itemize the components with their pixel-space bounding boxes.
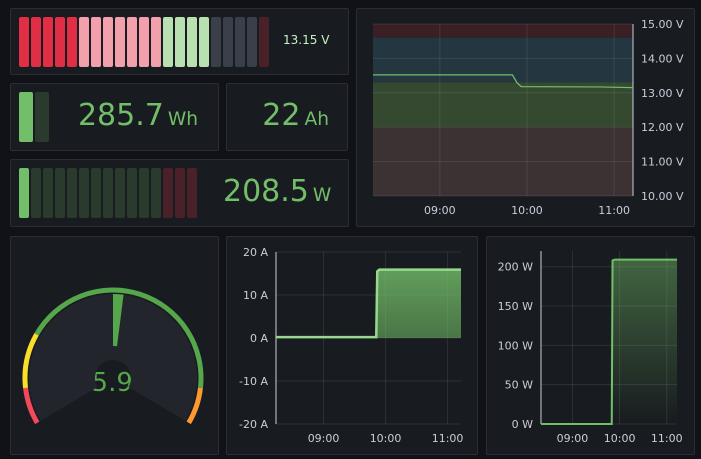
bar-cell	[259, 17, 269, 67]
x-tick-label: 11:00	[598, 204, 630, 217]
power-bargauge-panel: 208.5 W	[10, 159, 349, 227]
y-tick-label: 20 A	[243, 246, 268, 259]
bar-cell	[115, 168, 125, 218]
bar-cell	[223, 17, 233, 67]
threshold-band	[373, 82, 633, 128]
bar-cell	[115, 17, 125, 67]
series-line	[276, 268, 461, 339]
bar-cell	[151, 168, 161, 218]
y-tick-label: 50 W	[505, 379, 533, 392]
bar-cell	[43, 168, 53, 218]
x-tick-label: 10:00	[604, 432, 636, 445]
series-line	[541, 258, 677, 425]
x-tick-label: 11:00	[432, 432, 464, 445]
charge-panel: 22 Ah	[226, 83, 348, 151]
bar-cell	[127, 17, 137, 67]
bar-cell	[31, 168, 41, 218]
bar-cell	[187, 17, 197, 67]
bar-cell	[163, 17, 173, 67]
bar-cell	[67, 168, 77, 218]
bar-cell	[19, 17, 29, 67]
bar-cell	[175, 17, 185, 67]
bar-cell	[247, 17, 257, 67]
y-tick-label: 14.00 V	[641, 52, 684, 65]
bar-cell	[211, 17, 221, 67]
y-tick-label: 10 A	[243, 289, 268, 302]
energy-panel: 285.7 Wh	[10, 83, 219, 151]
y-tick-label: 200 W	[498, 261, 533, 274]
y-tick-label: 11.00 V	[641, 156, 684, 169]
bar-cell	[31, 17, 41, 67]
x-tick-label: 10:00	[511, 204, 543, 217]
y-tick-label: -20 A	[239, 418, 268, 431]
bar-cell	[103, 17, 113, 67]
voltage-bargauge-panel: 13.15 V	[10, 8, 349, 75]
voltage-value: 13.15 V	[283, 33, 330, 47]
bar-cell	[19, 168, 29, 218]
y-tick-label: 0 A	[250, 332, 268, 345]
threshold-band	[373, 127, 633, 196]
x-tick-label: 11:00	[651, 432, 683, 445]
bar-cell	[35, 92, 49, 142]
x-tick-label: 09:00	[557, 432, 589, 445]
bar-cell	[175, 168, 185, 218]
bar-cell	[187, 168, 197, 218]
y-tick-label: 13.00 V	[641, 87, 684, 100]
y-tick-label: 10.00 V	[641, 190, 684, 203]
y-tick-label: 0 W	[512, 418, 533, 431]
charge-value: 22 Ah	[262, 98, 329, 133]
y-tick-label: 150 W	[498, 300, 533, 313]
bar-cell	[67, 17, 77, 67]
gauge-threshold-arc	[186, 387, 203, 425]
y-tick-label: 15.00 V	[641, 18, 684, 31]
bar-cell	[163, 168, 173, 218]
bar-cell	[43, 17, 53, 67]
power-value: 208.5 W	[223, 174, 332, 209]
series-line	[373, 74, 634, 89]
gauge-threshold-arc	[22, 333, 39, 389]
energy-value: 285.7 Wh	[77, 98, 198, 133]
threshold-band	[373, 24, 633, 38]
bar-cell	[199, 17, 209, 67]
x-tick-label: 09:00	[308, 432, 340, 445]
bar-cell	[139, 17, 149, 67]
bar-cell	[127, 168, 137, 218]
series-area	[276, 269, 461, 338]
bar-cell	[139, 168, 149, 218]
bar-cell	[79, 168, 89, 218]
bar-cell	[151, 17, 161, 67]
x-tick-label: 09:00	[424, 204, 456, 217]
gauge-threshold-arc	[23, 387, 40, 425]
bar-cell	[91, 17, 101, 67]
bar-cell	[19, 92, 33, 142]
bar-cell	[55, 17, 65, 67]
threshold-band	[373, 37, 633, 83]
bar-cell	[79, 17, 89, 67]
y-tick-label: 100 W	[498, 339, 533, 352]
bar-cell	[55, 168, 65, 218]
y-tick-label: 12.00 V	[641, 121, 684, 134]
bar-cell	[103, 168, 113, 218]
y-tick-label: -10 A	[239, 375, 268, 388]
bar-cell	[235, 17, 245, 67]
x-tick-label: 10:00	[370, 432, 402, 445]
gauge-threshold-arc	[34, 287, 204, 389]
series-area	[541, 259, 677, 424]
bar-cell	[91, 168, 101, 218]
